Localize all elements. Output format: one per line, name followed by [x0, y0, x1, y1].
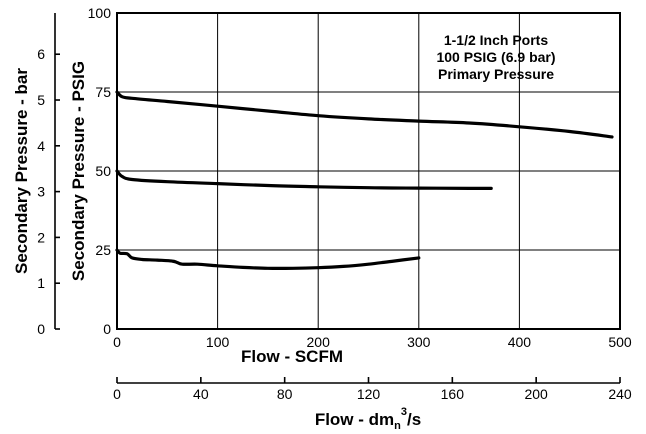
- curve-series-1: [115, 169, 493, 191]
- scfm-tick-0: 0: [113, 334, 121, 350]
- annotation-line-1: 1-1/2 Inch Ports: [444, 32, 548, 48]
- dm3-tick-0: 0: [113, 386, 121, 402]
- dm3-tick-5: 200: [524, 386, 548, 402]
- dm3-tick-2: 80: [277, 386, 293, 402]
- annotation-line-2: 100 PSIG (6.9 bar): [436, 49, 555, 65]
- dm3-tick-4: 160: [441, 386, 465, 402]
- psig-tick-0: 0: [103, 321, 111, 337]
- scfm-tick-4: 400: [508, 334, 532, 350]
- dm3-tick-3: 120: [357, 386, 381, 402]
- bar-tick-2: 2: [37, 229, 45, 245]
- scfm-axis-title: Flow - SCFM: [241, 347, 343, 366]
- psig-axis-ticks: 0 25 50 75 100: [88, 5, 112, 337]
- annotation-line-3: Primary Pressure: [438, 66, 554, 82]
- scfm-tick-2: 200: [307, 334, 331, 350]
- dm3-tick-1: 40: [193, 386, 209, 402]
- psig-axis-title: Secondary Pressure - PSIG: [69, 61, 88, 281]
- scfm-tick-1: 100: [206, 334, 230, 350]
- plot-frame: [116, 12, 621, 330]
- psig-tick-2: 50: [95, 163, 111, 179]
- curve-series-0: [115, 90, 614, 139]
- bar-tick-3: 3: [37, 184, 45, 200]
- bar-tick-6: 6: [37, 46, 45, 62]
- bar-axis-title: Secondary Pressure - bar: [12, 68, 31, 274]
- dm3-axis-title: Flow - dmn3/s: [315, 406, 421, 432]
- dm3-title-end: /s: [407, 410, 421, 429]
- bar-axis-ticks: 0 1 2 3 4 5 6: [37, 46, 60, 337]
- dm3-title-main: Flow - dm: [315, 410, 394, 429]
- dm3-title-sup: 3: [401, 406, 407, 418]
- bar-tick-5: 5: [37, 92, 45, 108]
- psig-tick-3: 75: [95, 84, 111, 100]
- bar-tick-4: 4: [37, 138, 45, 154]
- psig-tick-1: 25: [95, 242, 111, 258]
- psig-tick-4: 100: [88, 5, 112, 21]
- scfm-tick-3: 300: [407, 334, 431, 350]
- scfm-axis-ticks: 0 100 200 300 400 500: [113, 334, 632, 350]
- dm3-axis-ticks: 0 40 80 120 160 200 240: [113, 377, 632, 402]
- curve-series-2: [115, 248, 421, 271]
- bar-tick-1: 1: [37, 275, 45, 291]
- bar-tick-0: 0: [37, 321, 45, 337]
- dm3-tick-6: 240: [608, 386, 632, 402]
- curves: [115, 90, 614, 271]
- scfm-tick-5: 500: [608, 334, 632, 350]
- dm3-title-sub: n: [394, 420, 401, 432]
